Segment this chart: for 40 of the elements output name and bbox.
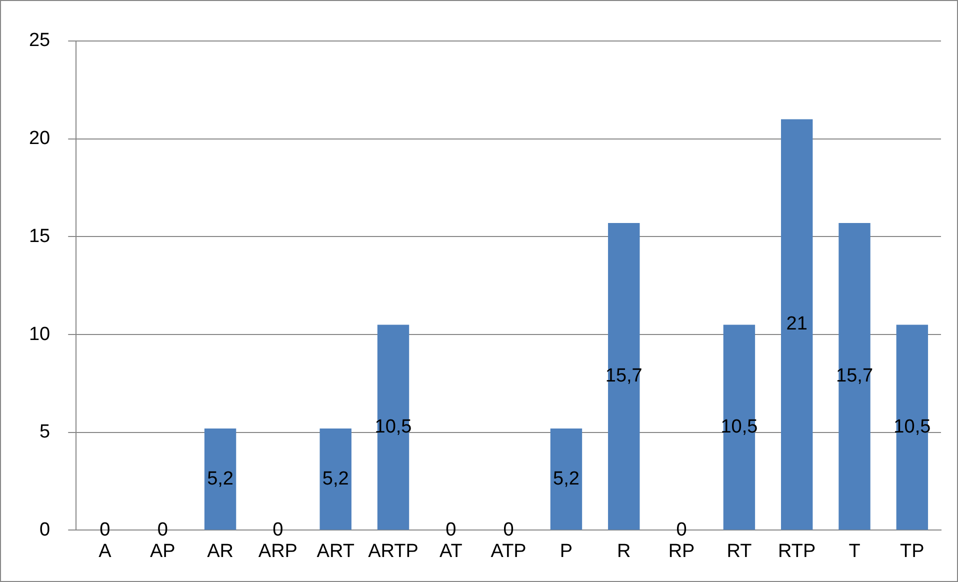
bar [723, 324, 756, 530]
x-tick-label: ARTP [368, 540, 418, 562]
y-tick-label: 10 [28, 324, 50, 345]
data-label: 5,2 [553, 468, 580, 490]
x-tick-label: ART [316, 540, 355, 562]
x-tick-label: T [848, 540, 861, 562]
bar [377, 324, 410, 530]
y-tick-label: 25 [28, 30, 50, 52]
data-label: 0 [446, 519, 456, 540]
y-tick-label: 5 [40, 422, 50, 443]
x-tick-label: P [560, 540, 573, 562]
x-tick-label: RTP [778, 540, 816, 562]
data-label: 0 [503, 519, 514, 540]
bar [838, 222, 870, 530]
data-label: 0 [272, 519, 284, 540]
bar [320, 428, 352, 530]
bar [550, 428, 582, 530]
y-tick-label: 0 [40, 519, 50, 540]
x-tick-label: A [98, 540, 112, 562]
x-tick-label: R [617, 540, 631, 562]
bar [781, 119, 813, 530]
data-label: 0 [676, 519, 687, 540]
x-tick-label: ARP [258, 540, 298, 562]
x-tick-label: AT [439, 540, 463, 562]
y-tick-label: 15 [28, 226, 50, 247]
x-tick-label: RP [668, 540, 695, 562]
y-tick-label: 20 [28, 128, 50, 150]
bar [204, 428, 236, 530]
x-tick-label: AP [150, 540, 176, 562]
data-label: 21 [786, 314, 808, 335]
data-label: 0 [157, 519, 168, 540]
bar [608, 222, 640, 530]
x-tick-label: TP [900, 540, 924, 562]
x-tick-label: ATP [490, 540, 526, 562]
data-label: 5,2 [207, 468, 234, 490]
bar [896, 324, 928, 530]
data-label: 5,2 [322, 468, 349, 490]
x-tick-label: RT [726, 540, 752, 562]
x-tick-label: AR [207, 540, 234, 562]
data-label: 0 [100, 519, 110, 540]
